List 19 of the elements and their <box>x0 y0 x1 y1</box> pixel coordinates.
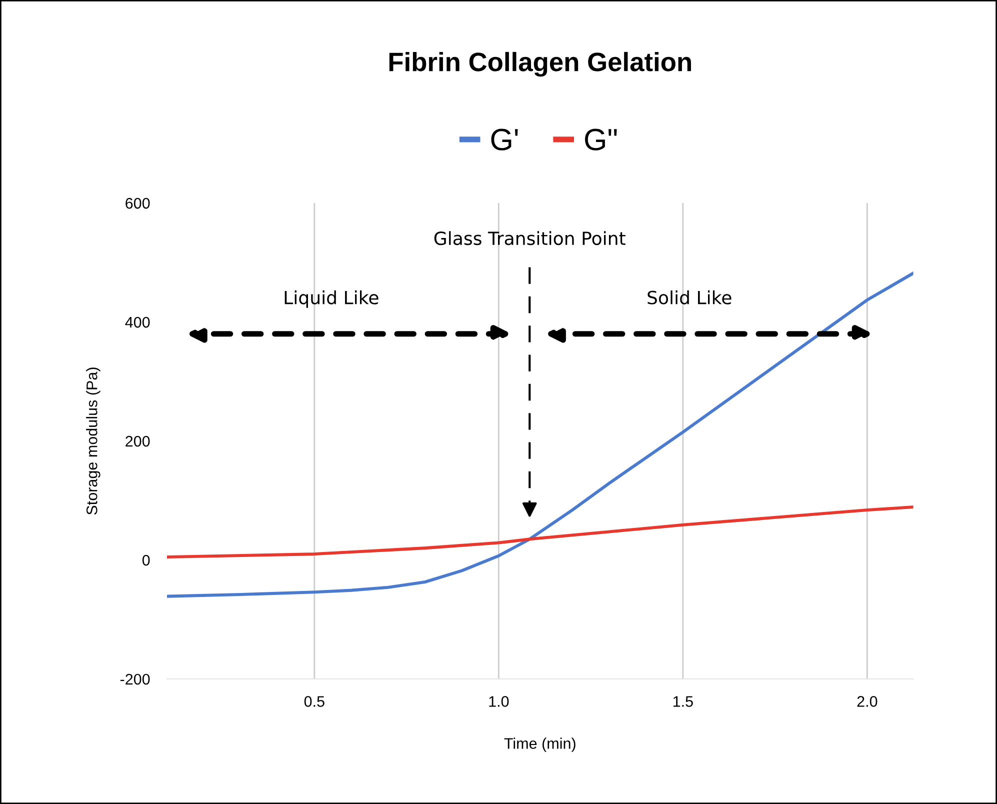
x-tick-label: 0.5 <box>304 696 324 707</box>
x-axis-title: Time (min) <box>504 738 576 752</box>
y-axis-title: Storage modulus (Pa) <box>86 368 100 515</box>
x-tick-label: 1.5 <box>673 696 693 707</box>
y-tick-label: 0 <box>142 554 150 566</box>
legend-label: G' <box>491 128 518 150</box>
annotation: Liquid Like <box>284 290 378 308</box>
y-tick-label: 600 <box>126 198 150 209</box>
line-series <box>166 506 914 559</box>
y-tick-label: -200 <box>120 674 150 685</box>
y-tick-label: 400 <box>125 316 150 328</box>
y-tick-label: 200 <box>126 436 150 447</box>
ref-line-label: Glass Transition Point <box>434 231 626 246</box>
x-tick-label: 1.0 <box>489 696 509 707</box>
chart-title: Fibrin Collagen Gelation <box>389 52 691 77</box>
line-series <box>166 272 914 598</box>
annotation: Solid Like <box>648 290 732 304</box>
legend-label: G" <box>584 128 617 150</box>
x-tick-label: 2.0 <box>857 696 878 707</box>
